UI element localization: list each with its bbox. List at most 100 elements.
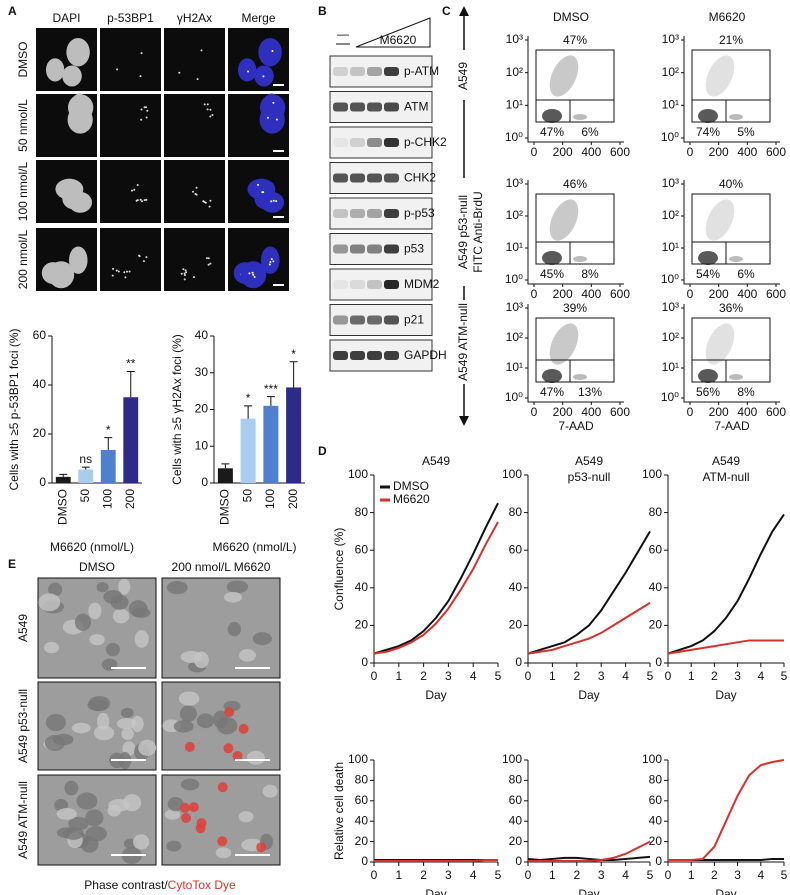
cell	[133, 834, 150, 850]
focus	[133, 188, 136, 191]
y-tick-label: 80	[509, 773, 523, 787]
axis-label: FITC Anti-BrdU	[471, 191, 485, 272]
gate	[725, 99, 771, 123]
y-tick-label: 20	[509, 618, 523, 632]
dead-cell	[181, 812, 192, 823]
axis	[683, 36, 780, 143]
micrograph	[100, 228, 161, 291]
focus	[146, 109, 149, 112]
protein-label: p21	[404, 313, 424, 327]
band	[384, 138, 399, 147]
y-tick-label: 40	[355, 580, 369, 594]
cell	[138, 739, 157, 756]
x-axis-label: M6620 (nmol/L)	[212, 540, 296, 554]
error-bar	[221, 463, 230, 469]
chart-title: ATM-null	[702, 470, 749, 484]
focus	[202, 200, 205, 203]
cell	[121, 727, 134, 740]
axis	[373, 760, 498, 863]
focus	[183, 272, 186, 275]
y-tick-label: 10³	[662, 176, 679, 190]
y-tick-label: 80	[509, 505, 523, 519]
focus	[211, 114, 214, 117]
error-bar	[289, 361, 298, 388]
focus	[248, 272, 251, 275]
bar	[217, 468, 233, 483]
error-bar	[126, 371, 135, 398]
y-tick-label: 0	[361, 854, 368, 868]
x-tick-label: 0	[371, 669, 378, 683]
y-tick-label: 20	[195, 402, 209, 416]
cell-cloud	[549, 55, 579, 97]
band	[333, 280, 348, 289]
panel-label: C	[442, 4, 451, 18]
nucleus	[260, 246, 280, 274]
y-tick-label: 10¹	[662, 98, 679, 112]
focus	[111, 274, 114, 277]
focus	[117, 270, 120, 273]
focus	[192, 276, 195, 279]
micrograph	[100, 28, 161, 91]
protein-label: MDM2	[404, 277, 440, 291]
cell	[110, 594, 129, 610]
y-tick-label: 40	[33, 377, 47, 391]
focus	[196, 78, 199, 81]
caption: Phase contrast/CytoTox Dye	[84, 878, 236, 892]
focus	[203, 103, 206, 106]
error-bar	[244, 405, 253, 419]
x-tick-label: 600	[766, 287, 786, 301]
y-tick-label: 20	[649, 618, 663, 632]
focus	[272, 101, 275, 104]
focus	[143, 106, 146, 109]
gate	[725, 359, 771, 383]
cell-cloud	[705, 323, 735, 365]
band	[367, 315, 382, 325]
caption-part: Phase contrast/	[84, 878, 168, 892]
row-label: A549 p53-null	[456, 195, 470, 269]
x-tick-label: 0	[531, 145, 538, 159]
gate-percent: 54%	[696, 267, 720, 281]
row-label: 50 nmol/L	[16, 99, 30, 152]
cell	[226, 580, 249, 594]
focus	[183, 278, 186, 281]
nucleus	[48, 261, 75, 289]
x-tick-label: 100	[263, 489, 277, 509]
cell	[48, 582, 63, 597]
y-tick-label: 60	[649, 542, 663, 556]
bar	[55, 476, 71, 483]
cell	[216, 716, 238, 735]
cell	[173, 720, 194, 733]
bar	[78, 469, 94, 483]
gate	[569, 99, 615, 123]
band	[384, 280, 399, 289]
x-tick-label: 5	[647, 868, 654, 882]
arrow-head	[459, 6, 469, 16]
cell	[180, 650, 203, 663]
y-tick-label: 10⁰	[505, 272, 523, 286]
focus	[126, 270, 129, 273]
x-tick-label: 0	[531, 405, 538, 419]
x-tick-label: 4	[757, 868, 764, 882]
axis	[667, 475, 784, 664]
y-tick-label: 10³	[662, 300, 679, 314]
cell-cloud	[573, 374, 587, 380]
x-tick-label: 0	[687, 145, 694, 159]
x-tick-label: 400	[581, 287, 601, 301]
micrograph	[100, 94, 161, 157]
x-axis-label: Day	[578, 887, 599, 895]
y-tick-label: 10	[195, 438, 209, 452]
y-tick-label: 10¹	[506, 98, 523, 112]
gate	[569, 359, 615, 383]
x-tick-label: 3	[734, 669, 741, 683]
x-tick-label: 0	[525, 669, 532, 683]
y-tick-label: 0	[39, 475, 46, 489]
focus	[206, 108, 209, 111]
band	[367, 244, 382, 254]
band	[384, 351, 399, 360]
cell	[56, 808, 77, 820]
significance: ***	[264, 382, 278, 396]
x-tick-label: 2	[420, 669, 427, 683]
y-tick-label: 10⁰	[661, 390, 679, 404]
x-tick-label: 3	[598, 669, 605, 683]
y-tick-label: 100	[348, 752, 368, 766]
